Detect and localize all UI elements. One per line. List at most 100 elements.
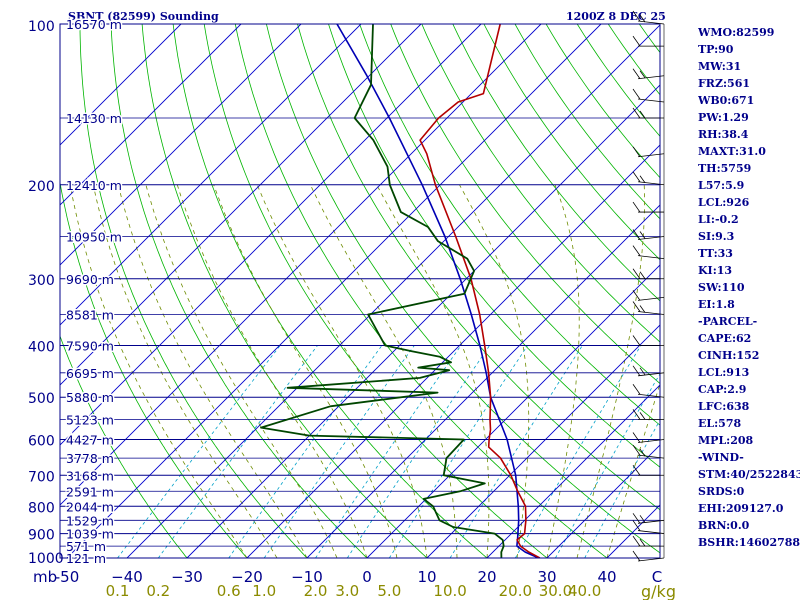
wind-barb-shaft xyxy=(637,255,665,260)
mixing-ratio-label: 10.0 xyxy=(433,582,466,600)
wind-barb-flag xyxy=(632,550,641,562)
moist-adiabat xyxy=(576,184,645,558)
wind-barb-flag xyxy=(632,107,641,119)
wind-barb xyxy=(632,513,665,524)
isotherm xyxy=(246,144,660,558)
wind-barb xyxy=(632,535,664,547)
index-line: TP:90 xyxy=(698,43,734,56)
moist-adiabat xyxy=(256,184,428,558)
index-line: TT:33 xyxy=(698,247,733,260)
index-line: SW:110 xyxy=(698,281,745,294)
height-label: 1529 m xyxy=(66,513,114,528)
wind-barb xyxy=(632,107,664,119)
index-line: EHI:209127.0 xyxy=(698,502,784,515)
wind-barb xyxy=(632,444,665,459)
temperature-tick-label: 10 xyxy=(417,568,436,586)
wind-barb-shaft xyxy=(637,181,665,186)
index-line: -WIND- xyxy=(698,451,744,464)
moist-adiabat xyxy=(117,184,308,558)
height-label: 8581 m xyxy=(66,308,114,323)
wind-barb-flag xyxy=(639,14,646,23)
mixing-ratio-line xyxy=(449,345,583,558)
wind-barb xyxy=(632,10,665,25)
wind-barb-shaft xyxy=(637,393,665,398)
temperature-tick-label: −40 xyxy=(111,568,143,586)
height-label: 16570 m xyxy=(66,17,122,32)
mixing-ratio-line xyxy=(228,345,383,558)
moist-adiabat xyxy=(376,184,490,558)
wind-barb-flag xyxy=(632,301,641,312)
isotherm xyxy=(186,84,660,558)
isotherm xyxy=(366,264,660,558)
wind-barb-flag xyxy=(639,515,646,523)
mixing-ratio-label: 5.0 xyxy=(377,582,401,600)
index-line: L57:5.9 xyxy=(698,179,745,192)
wind-barb-flag xyxy=(639,70,646,78)
temperature-tick-label: 0 xyxy=(362,568,372,586)
index-line: TH:5759 xyxy=(698,162,752,175)
moist-adiabat xyxy=(459,184,530,558)
indices-panel: WMO:82599 TP:90 MW:31 FRZ:561 WB0:671 PW:1.29… xyxy=(698,24,800,551)
wind-barb-flag xyxy=(632,465,641,476)
wind-barb-flag xyxy=(632,335,641,346)
mixing-ratio-label: 30.0 xyxy=(539,582,572,600)
wind-barb-flag xyxy=(632,444,641,456)
wind-barb-shaft xyxy=(637,236,665,240)
wind-barb xyxy=(632,88,665,103)
wind-barb-flag xyxy=(632,290,641,301)
temperature-tick-label: 40 xyxy=(597,568,616,586)
parcel-trace xyxy=(336,24,539,558)
moist-adiabat xyxy=(213,184,398,558)
isotherm xyxy=(426,324,660,558)
pressure-label: 100 xyxy=(28,19,55,35)
mixing-ratio-label: 1.0 xyxy=(252,582,276,600)
dry-adiabat xyxy=(203,24,548,558)
wind-barb-flag xyxy=(632,513,641,524)
mixing-ratio-label: 40.0 xyxy=(568,582,601,600)
wind-barb-flag xyxy=(632,365,641,377)
wind-barb-flag xyxy=(632,432,641,443)
index-line: CAPE:62 xyxy=(698,332,752,345)
pressure-label: 700 xyxy=(28,469,55,485)
plot-frame xyxy=(59,23,661,559)
isotherm xyxy=(126,24,660,558)
wind-barb xyxy=(632,146,665,158)
wind-barb-flag xyxy=(639,305,646,313)
isotherm xyxy=(60,24,242,206)
wind-barb-flag xyxy=(632,35,641,47)
temperature-profile xyxy=(419,24,541,558)
height-label: 5880 m xyxy=(66,390,114,405)
temperature-tick-label: -50 xyxy=(55,568,80,586)
mixing-ratio-line xyxy=(584,419,660,558)
index-line: PW:1.29 xyxy=(698,111,749,124)
mixing-ratio-unit: g/kg xyxy=(641,582,676,600)
wind-barb xyxy=(632,365,665,377)
height-label: 1039 m xyxy=(66,527,114,542)
height-label: 571 m xyxy=(66,539,106,554)
wind-barb-shaft xyxy=(637,311,665,315)
wind-barb-flag xyxy=(639,110,646,119)
temperature-tick-label: −30 xyxy=(171,568,203,586)
mixing-ratio-line xyxy=(555,373,660,558)
temperature-tick-label: −10 xyxy=(291,568,323,586)
pressure-label: 200 xyxy=(28,179,55,195)
index-line: LCL:913 xyxy=(698,366,750,379)
isotherm xyxy=(60,24,422,386)
mixing-ratio-label: 20.0 xyxy=(499,582,532,600)
pressure-label: 800 xyxy=(28,500,55,516)
index-line: WB0:671 xyxy=(698,94,755,107)
pressure-label: 900 xyxy=(28,528,55,544)
wind-barb-flag xyxy=(632,229,641,240)
wind-barb xyxy=(632,229,665,240)
temperature-tick-label: 30 xyxy=(537,568,556,586)
wind-barb-flag xyxy=(632,88,641,100)
wind-barb-flag xyxy=(632,268,641,280)
wind-barb xyxy=(632,409,664,420)
moist-adiabat xyxy=(176,184,368,558)
wind-barb-flag xyxy=(639,412,646,420)
chart-datetime: 1200Z 8 DEC 25 xyxy=(566,10,666,23)
pressure-label: 300 xyxy=(28,273,55,289)
isotherm xyxy=(60,24,362,326)
wind-barb-shaft xyxy=(637,439,665,443)
